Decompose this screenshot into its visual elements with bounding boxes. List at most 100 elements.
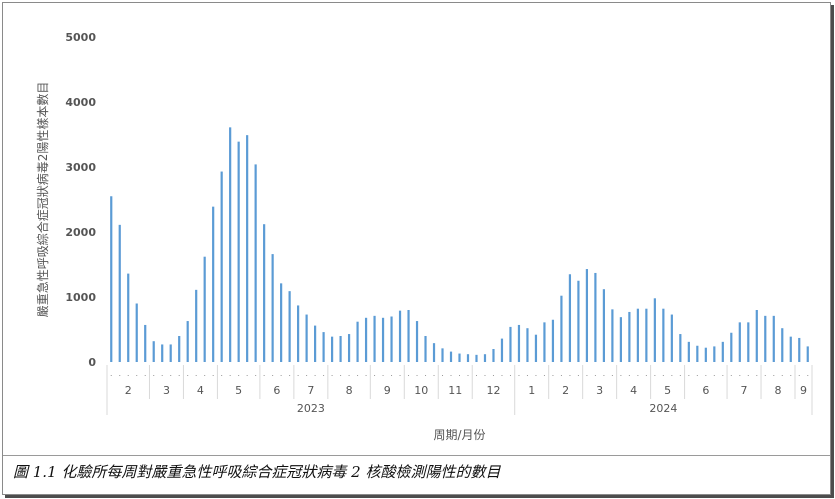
bar [339, 336, 342, 362]
bar [415, 321, 419, 362]
bar [398, 310, 402, 362]
bar [195, 289, 198, 362]
figure-caption: 圖 1.1 化驗所每周對嚴重急性呼吸綜合症冠狀病毒 2 核酸檢測陽性的數目 [13, 463, 501, 481]
week-tick-dot [374, 375, 376, 376]
bar [789, 336, 792, 362]
bar [305, 314, 308, 362]
week-tick-dot [340, 375, 342, 376]
week-tick-dot [764, 375, 766, 376]
week-tick-dot [348, 375, 350, 376]
week-tick-dot [526, 375, 528, 376]
week-tick-dot [382, 375, 384, 376]
bar [602, 289, 605, 362]
bar [551, 319, 555, 362]
bar [390, 316, 393, 362]
bar [322, 332, 325, 362]
week-tick-dot [467, 375, 469, 376]
bar [203, 256, 206, 362]
bar [594, 272, 597, 362]
bar [713, 346, 716, 362]
bar [483, 354, 487, 362]
month-label: 2 [562, 384, 569, 397]
bar [738, 322, 741, 362]
y-tick-label: 5000 [65, 31, 96, 44]
year-label: 2023 [297, 402, 325, 415]
week-tick-dot [713, 375, 715, 376]
week-tick-dot [671, 375, 673, 376]
bar [670, 314, 673, 362]
week-tick-dot [722, 375, 724, 376]
week-tick-dot [645, 375, 647, 376]
bar [297, 305, 300, 362]
y-tick-label: 4000 [65, 96, 96, 109]
week-tick-dot [178, 375, 180, 376]
bar [441, 348, 444, 362]
month-label: 9 [800, 384, 807, 397]
week-tick-dot [484, 375, 486, 376]
month-label: 4 [197, 384, 204, 397]
week-tick-dot [357, 375, 359, 376]
bar [237, 141, 240, 362]
bar [534, 334, 538, 362]
y-tick-label: 1000 [65, 291, 96, 304]
month-label: 4 [630, 384, 637, 397]
week-tick-dot [807, 375, 809, 376]
week-tick-dot [136, 375, 138, 376]
bar [161, 344, 164, 362]
week-tick-dot [535, 375, 537, 376]
bar [704, 347, 707, 362]
week-tick-dot [238, 375, 240, 376]
week-tick-dot [552, 375, 554, 376]
bar [696, 345, 699, 362]
month-label: 5 [235, 384, 242, 397]
week-tick-dot [730, 375, 732, 376]
bar [144, 324, 147, 362]
week-tick-dot [153, 375, 155, 376]
bar [747, 322, 750, 362]
week-tick-dot [781, 375, 783, 376]
week-tick-dot [425, 375, 427, 376]
month-label: 7 [307, 384, 314, 397]
bar [585, 269, 589, 362]
bar [169, 344, 172, 362]
bar [407, 310, 410, 362]
week-tick-dot [289, 375, 291, 376]
bar [263, 224, 266, 362]
bar [560, 295, 563, 362]
bar [509, 326, 512, 362]
bar [229, 127, 232, 362]
chart-area: 0 1000 2000 3000 4000 5000 2 3 4 5 6 7 8 9 10 11 12 1 2 3 4… [3, 3, 830, 453]
month-label: 1 [528, 384, 535, 397]
week-tick-dot [280, 375, 282, 376]
month-label: 11 [448, 384, 462, 397]
week-tick-dot [399, 375, 401, 376]
bar [636, 308, 639, 362]
bar [220, 171, 223, 362]
bar [577, 280, 580, 362]
month-label: 5 [664, 384, 671, 397]
week-tick-dot [323, 375, 325, 376]
y-tick-label: 3000 [65, 161, 96, 174]
bar [687, 341, 690, 362]
week-tick-dot [110, 375, 112, 376]
week-tick-dot [459, 375, 460, 376]
y-tick-label: 0 [88, 356, 96, 369]
bar [347, 334, 351, 362]
bar [118, 224, 121, 362]
week-tick-dot [195, 375, 197, 376]
bar [314, 325, 317, 362]
week-tick-dot [620, 375, 622, 376]
week-tick-dot [492, 375, 494, 376]
bar [271, 254, 274, 362]
week-tick-dot [739, 375, 741, 376]
bar [628, 311, 631, 362]
week-tick-dot [509, 375, 511, 376]
month-label: 7 [741, 384, 748, 397]
week-tick-dot [255, 375, 257, 376]
bar [475, 354, 478, 362]
x-axis-title: 周期/月份 [433, 428, 485, 442]
y-tick-label: 2000 [65, 226, 96, 239]
week-tick-dot [773, 375, 775, 376]
caption-divider [3, 455, 830, 456]
